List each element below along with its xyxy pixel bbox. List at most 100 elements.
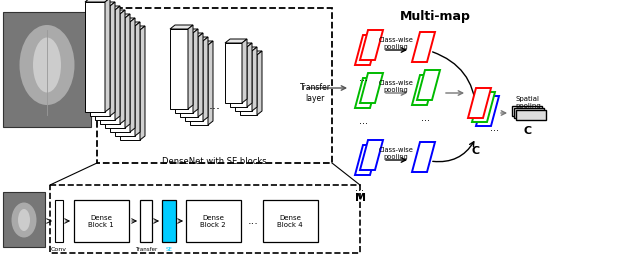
Polygon shape	[417, 70, 440, 100]
Polygon shape	[360, 140, 383, 170]
Text: ...: ...	[358, 73, 367, 83]
Polygon shape	[120, 10, 125, 124]
Ellipse shape	[33, 37, 61, 93]
Text: Dense
Block 1: Dense Block 1	[88, 214, 114, 228]
Text: Class-wise
pooling: Class-wise pooling	[379, 37, 413, 50]
Polygon shape	[472, 92, 495, 122]
Polygon shape	[468, 88, 491, 118]
Polygon shape	[135, 22, 140, 136]
Polygon shape	[412, 75, 435, 105]
Polygon shape	[125, 14, 130, 128]
Text: Spatial
pooling: Spatial pooling	[515, 96, 541, 109]
Bar	[115, 26, 135, 136]
Bar	[110, 22, 130, 132]
Bar	[516, 110, 546, 120]
Bar	[514, 108, 544, 118]
Polygon shape	[185, 37, 208, 41]
Polygon shape	[115, 22, 140, 26]
Polygon shape	[130, 18, 135, 132]
Text: C: C	[524, 126, 532, 136]
Bar	[97, 8, 332, 163]
Bar	[90, 6, 110, 116]
Bar	[50, 185, 360, 253]
Bar	[74, 200, 129, 242]
Text: ...: ...	[358, 116, 367, 126]
Bar	[186, 200, 241, 242]
Polygon shape	[105, 14, 130, 18]
Text: C: C	[472, 146, 480, 156]
Bar	[175, 33, 193, 113]
Polygon shape	[235, 47, 257, 51]
Bar	[235, 51, 252, 111]
Polygon shape	[90, 2, 115, 6]
Polygon shape	[175, 29, 198, 33]
Polygon shape	[170, 25, 193, 29]
Polygon shape	[110, 2, 115, 116]
Polygon shape	[95, 6, 120, 10]
Text: Class-wise
pooling: Class-wise pooling	[379, 80, 413, 93]
Polygon shape	[120, 26, 145, 30]
Polygon shape	[360, 73, 383, 103]
Polygon shape	[360, 30, 383, 60]
Bar	[240, 55, 257, 115]
Polygon shape	[412, 142, 435, 172]
Polygon shape	[257, 51, 262, 115]
Polygon shape	[247, 43, 252, 107]
Bar	[185, 41, 203, 121]
Polygon shape	[208, 41, 213, 125]
Polygon shape	[203, 37, 208, 121]
Bar	[95, 10, 115, 120]
Polygon shape	[252, 47, 257, 111]
Bar	[162, 200, 176, 242]
Polygon shape	[190, 41, 213, 45]
Polygon shape	[85, 0, 110, 2]
Bar	[180, 37, 198, 117]
Bar	[85, 2, 105, 112]
Polygon shape	[110, 18, 135, 22]
Polygon shape	[105, 0, 110, 112]
Polygon shape	[193, 29, 198, 113]
Polygon shape	[355, 35, 378, 65]
Text: Transfer: Transfer	[135, 247, 157, 252]
Bar	[55, 200, 63, 242]
Text: Dense
Block 2: Dense Block 2	[200, 214, 226, 228]
Ellipse shape	[19, 25, 74, 105]
Text: ...: ...	[248, 216, 259, 226]
Bar	[225, 43, 242, 103]
Polygon shape	[100, 10, 125, 14]
Text: Conv: Conv	[51, 247, 67, 252]
Bar	[512, 106, 542, 116]
Bar	[100, 14, 120, 124]
Text: Class-wise
pooling: Class-wise pooling	[379, 147, 413, 160]
Polygon shape	[240, 51, 262, 55]
Text: ...: ...	[490, 123, 499, 133]
Ellipse shape	[12, 203, 36, 237]
Text: ...: ...	[355, 183, 365, 193]
Text: M: M	[355, 193, 365, 203]
Bar	[230, 47, 247, 107]
Bar	[105, 18, 125, 128]
Text: Transfer
layer: Transfer layer	[300, 83, 330, 103]
Text: Multi-map: Multi-map	[399, 10, 470, 23]
Ellipse shape	[18, 209, 30, 231]
Text: ...: ...	[209, 99, 221, 112]
Polygon shape	[230, 43, 252, 47]
Polygon shape	[180, 33, 203, 37]
Bar	[3, 12, 91, 127]
Bar	[140, 200, 152, 242]
Polygon shape	[355, 78, 378, 108]
Text: DenseNet with SE blocks: DenseNet with SE blocks	[162, 157, 266, 166]
Bar	[263, 200, 318, 242]
Text: SE: SE	[166, 247, 172, 252]
Polygon shape	[115, 6, 120, 120]
Polygon shape	[242, 39, 247, 103]
Bar	[190, 45, 208, 125]
Bar	[170, 29, 188, 109]
Polygon shape	[476, 96, 499, 126]
Bar	[120, 30, 140, 140]
Polygon shape	[355, 145, 378, 175]
Polygon shape	[188, 25, 193, 109]
Text: Dense
Block 4: Dense Block 4	[277, 214, 303, 228]
Text: ...: ...	[420, 113, 429, 123]
Bar	[3, 192, 45, 247]
